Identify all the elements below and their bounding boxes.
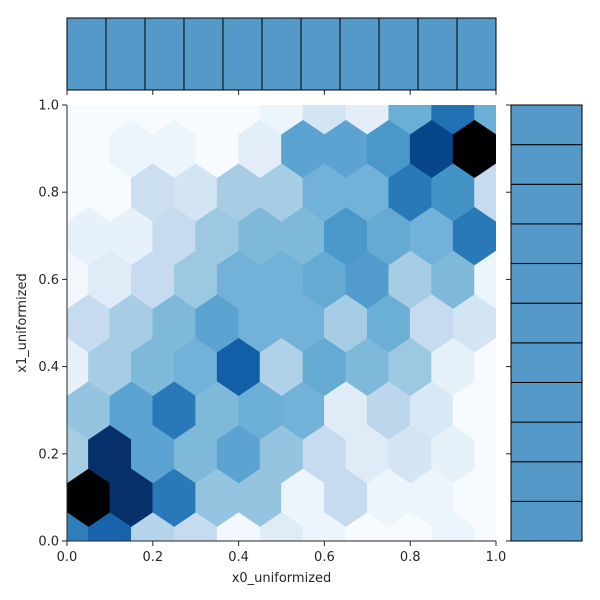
top-marginal-bar	[144, 17, 185, 91]
y-axis-label: x1_uniformized	[15, 273, 30, 373]
top-marginal-bar	[456, 17, 497, 91]
y-tick-label: 0.4	[38, 360, 59, 375]
hex-cell	[345, 105, 390, 135]
top-marginal-bar	[183, 17, 224, 91]
right-marginal-bar	[510, 342, 583, 383]
right-marginal-histogram	[510, 104, 583, 542]
hex-cell	[431, 105, 475, 135]
y-axis-ticks: 0.0 0.2 0.4 0.6 0.8 1.0	[38, 99, 511, 550]
x-tick-label: 0.2	[142, 550, 163, 565]
main-plot-area: 0.0 0.2 0.4 0.6 0.8 1.0 0.0 0.2 0.4 0.6 0.8 1.0 x0…	[15, 90, 511, 586]
right-marginal-bar	[510, 223, 583, 265]
right-marginal-bar	[510, 144, 583, 185]
top-marginal-bar	[105, 17, 146, 91]
hex-cell	[67, 105, 89, 135]
right-marginal-bar	[510, 104, 583, 146]
right-marginal-bars	[510, 104, 583, 542]
hex-cell	[388, 105, 432, 135]
right-marginal-bar	[510, 421, 583, 463]
y-tick-label: 0.0	[38, 535, 59, 550]
hex-cell	[259, 105, 304, 135]
top-marginal-bar	[66, 17, 107, 91]
x-axis-label: x0_uniformized	[232, 571, 332, 586]
x-tick-label: 0.4	[228, 550, 249, 565]
right-marginal-bar	[510, 381, 583, 423]
hex-cell	[131, 105, 175, 135]
right-marginal-bar	[510, 461, 583, 502]
hex-cell	[474, 105, 496, 135]
y-tick-label: 1.0	[38, 99, 59, 114]
x-tick-label: 0.6	[314, 550, 335, 565]
y-tick-label: 0.8	[38, 186, 59, 201]
x-tick-label: 0.0	[57, 550, 78, 565]
x-tick-label: 1.0	[486, 550, 507, 565]
top-marginal-bar	[417, 17, 458, 91]
x-axis-ticks: 0.0 0.2 0.4 0.6 0.8 1.0	[57, 90, 507, 565]
top-marginal-bars	[66, 17, 497, 91]
x-tick-label: 0.8	[400, 550, 421, 565]
top-marginal-bar	[261, 17, 302, 91]
y-tick-label: 0.6	[38, 273, 59, 288]
top-marginal-bar	[378, 17, 419, 91]
hex-cell	[173, 105, 218, 135]
right-marginal-bar	[510, 302, 583, 344]
hex-cell	[216, 105, 261, 135]
hexbin-layer	[67, 105, 496, 541]
right-marginal-bar	[510, 500, 583, 542]
top-marginal-bar	[339, 17, 380, 91]
top-marginal-histogram	[66, 17, 497, 91]
hex-cell	[302, 105, 347, 135]
right-marginal-bar	[510, 263, 583, 304]
top-marginal-bar	[300, 17, 341, 91]
hex-cell	[88, 105, 132, 135]
y-tick-label: 0.2	[38, 447, 59, 462]
right-marginal-bar	[510, 183, 583, 225]
top-marginal-bar	[222, 17, 263, 91]
